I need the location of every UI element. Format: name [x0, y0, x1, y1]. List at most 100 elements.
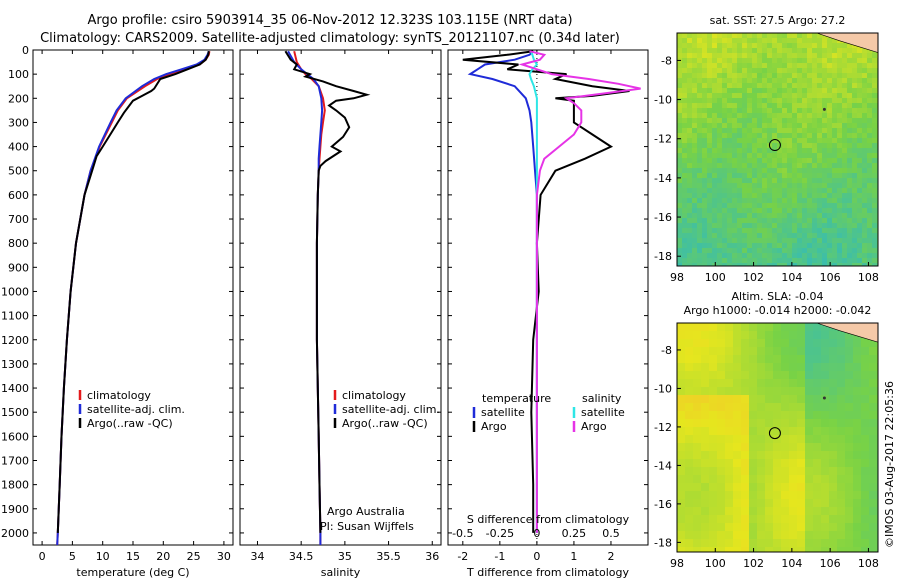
field-cell [712, 203, 718, 209]
field-cell [765, 395, 774, 404]
field-cell [712, 258, 718, 264]
field-cell [712, 248, 718, 254]
field-cell [717, 43, 723, 49]
field-cell [742, 63, 748, 69]
field-cell [861, 435, 870, 444]
field-cell [725, 507, 734, 516]
field-cell [757, 323, 766, 332]
field-cell [807, 173, 813, 179]
y-tick-label: -12 [654, 421, 672, 434]
field-cell [837, 198, 843, 204]
field-cell [852, 78, 858, 84]
field-cell [752, 203, 758, 209]
field-cell [677, 483, 686, 492]
field-cell [717, 38, 723, 44]
field-cell [692, 258, 698, 264]
field-cell [827, 213, 833, 219]
field-cell [717, 118, 723, 124]
field-cell [765, 459, 774, 468]
field-cell [797, 435, 806, 444]
field-cell [772, 218, 778, 224]
field-cell [677, 331, 686, 340]
field-cell [822, 243, 828, 249]
field-cell [777, 203, 783, 209]
field-cell [861, 459, 870, 468]
field-cell [821, 515, 830, 524]
field-cell [789, 419, 798, 428]
temperature-series [56, 50, 211, 545]
field-cell [752, 193, 758, 199]
field-cell [797, 158, 803, 164]
field-cell [797, 238, 803, 244]
field-cell [817, 78, 823, 84]
field-cell [717, 163, 723, 169]
field-cell [842, 233, 848, 239]
field-cell [693, 395, 702, 404]
field-cell [687, 78, 693, 84]
field-cell [773, 459, 782, 468]
field-cell [781, 331, 790, 340]
field-cell [869, 355, 878, 364]
field-cell [742, 248, 748, 254]
field-cell [677, 78, 683, 84]
field-cell [802, 118, 808, 124]
x-tick-label: 104 [781, 271, 802, 284]
field-cell [692, 88, 698, 94]
field-cell [867, 208, 873, 214]
field-cell [805, 451, 814, 460]
field-cell [872, 78, 878, 84]
field-cell [747, 248, 753, 254]
field-cell [847, 193, 853, 199]
field-cell [862, 123, 868, 129]
field-cell [822, 178, 828, 184]
field-cell [702, 253, 708, 259]
field-cell [782, 153, 788, 159]
field-cell [757, 218, 763, 224]
x-tick-label: 106 [820, 271, 841, 284]
field-cell [732, 153, 738, 159]
field-cell [762, 223, 768, 229]
field-cell [781, 507, 790, 516]
field-cell [822, 138, 828, 144]
field-cell [837, 233, 843, 239]
field-cell [777, 263, 783, 266]
field-cell [737, 228, 743, 234]
field-cell [872, 118, 878, 124]
field-cell [717, 263, 723, 266]
field-cell [832, 233, 838, 239]
field-cell [687, 208, 693, 214]
field-cell [685, 395, 694, 404]
field-cell [797, 58, 803, 64]
field-cell [757, 491, 766, 500]
field-cell [677, 403, 686, 412]
field-cell [732, 233, 738, 239]
field-cell [827, 168, 833, 174]
field-cell [762, 258, 768, 264]
field-cell [847, 133, 853, 139]
field-cell [837, 208, 843, 214]
field-cell [822, 248, 828, 254]
field-cell [752, 73, 758, 79]
field-cell [685, 475, 694, 484]
field-cell [822, 233, 828, 239]
field-cell [813, 387, 822, 396]
field-cell [725, 539, 734, 548]
field-cell [697, 193, 703, 199]
field-cell [757, 331, 766, 340]
field-cell [701, 363, 710, 372]
field-cell [722, 43, 728, 49]
field-cell [802, 68, 808, 74]
field-cell [813, 491, 822, 500]
field-cell [787, 248, 793, 254]
field-cell [827, 98, 833, 104]
field-cell [772, 98, 778, 104]
x-tick-label: 106 [820, 557, 841, 570]
field-cell [847, 103, 853, 109]
field-cell [701, 483, 710, 492]
field-cell [792, 208, 798, 214]
field-cell [787, 183, 793, 189]
field-cell [807, 38, 813, 44]
field-cell [847, 53, 853, 59]
field-cell [742, 48, 748, 54]
field-cell [697, 68, 703, 74]
